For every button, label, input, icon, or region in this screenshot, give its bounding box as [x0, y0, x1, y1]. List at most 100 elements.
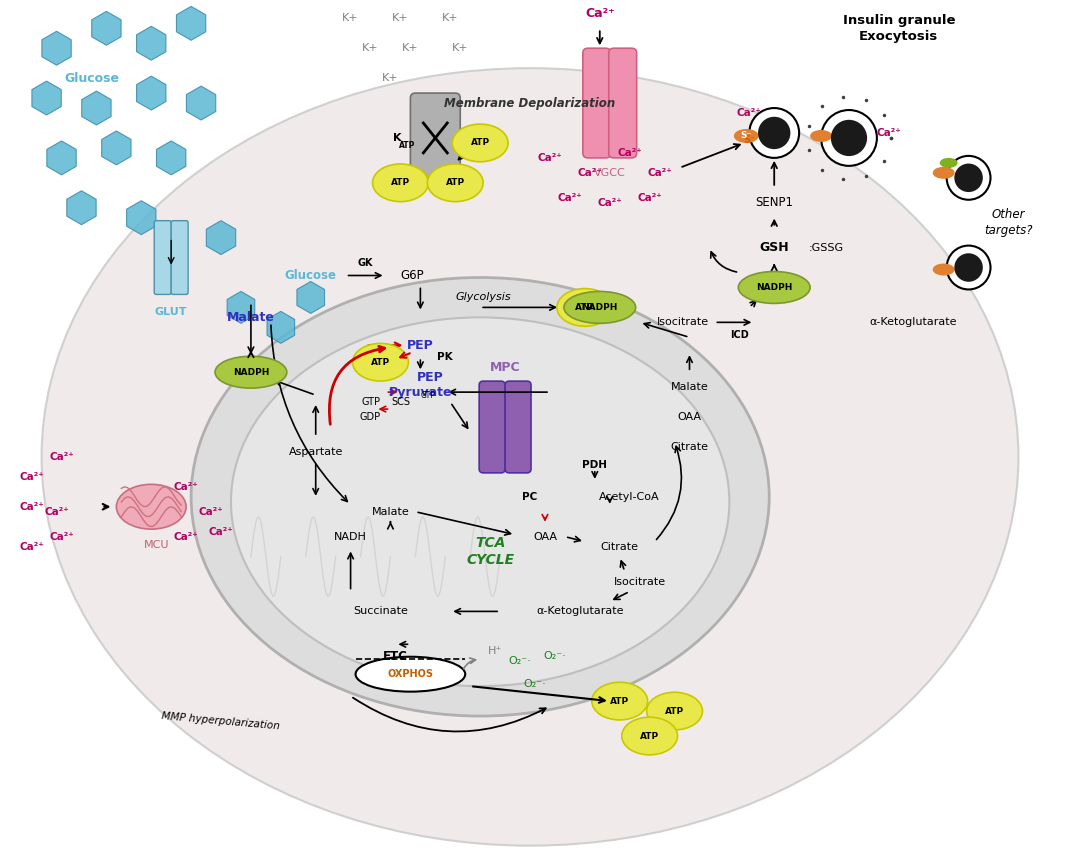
Text: PEP: PEP [407, 339, 433, 351]
Text: K+: K+ [442, 14, 459, 23]
Text: VGCC: VGCC [594, 168, 625, 178]
Circle shape [954, 254, 983, 282]
Text: ATP: ATP [445, 178, 464, 188]
FancyBboxPatch shape [154, 220, 171, 295]
Text: K: K [393, 133, 402, 143]
Text: K+: K+ [342, 14, 359, 23]
Text: Ca²⁺: Ca²⁺ [209, 527, 233, 536]
Text: Other
targets?: Other targets? [984, 208, 1033, 237]
Circle shape [750, 108, 799, 158]
Text: GLUT: GLUT [154, 308, 187, 317]
Text: PC: PC [523, 492, 538, 502]
Text: K+: K+ [403, 43, 419, 53]
Ellipse shape [738, 272, 810, 303]
Ellipse shape [734, 129, 758, 143]
Ellipse shape [810, 130, 832, 142]
Text: NADH: NADH [334, 531, 367, 542]
Text: Pyruvate: Pyruvate [389, 386, 453, 399]
Text: Ca²⁺: Ca²⁺ [49, 531, 73, 542]
Text: NADPH: NADPH [756, 283, 792, 292]
Text: Glucose: Glucose [284, 269, 337, 282]
Circle shape [831, 120, 867, 156]
Text: ATP: ATP [665, 706, 684, 716]
Text: GTP: GTP [421, 391, 436, 399]
FancyBboxPatch shape [410, 93, 460, 183]
Text: K+: K+ [392, 14, 409, 23]
Text: S⁻: S⁻ [740, 131, 752, 141]
Text: ATP: ATP [575, 303, 594, 312]
Text: K+: K+ [362, 43, 379, 53]
Text: Ca²⁺: Ca²⁺ [19, 501, 44, 512]
Ellipse shape [646, 692, 703, 730]
Text: Citrate: Citrate [601, 542, 639, 552]
Text: Ca²⁺: Ca²⁺ [876, 128, 901, 138]
Ellipse shape [191, 278, 769, 716]
Text: ATP: ATP [610, 697, 629, 705]
Text: Ca²⁺: Ca²⁺ [174, 531, 198, 542]
FancyBboxPatch shape [171, 220, 189, 295]
Text: Ca²⁺: Ca²⁺ [199, 506, 224, 517]
Text: Ca²⁺: Ca²⁺ [19, 542, 44, 552]
Text: Ca²⁺: Ca²⁺ [618, 148, 642, 158]
Circle shape [947, 246, 990, 290]
Text: Insulin granule
Exocytosis: Insulin granule Exocytosis [842, 14, 955, 43]
Text: MCU: MCU [144, 540, 169, 549]
Text: Ca²⁺: Ca²⁺ [174, 482, 198, 492]
Text: α-Ketoglutarate: α-Ketoglutarate [536, 607, 624, 616]
Text: Malate: Malate [372, 506, 409, 517]
Text: Ca²⁺: Ca²⁺ [19, 472, 44, 482]
Circle shape [821, 110, 876, 166]
Text: Isocitrate: Isocitrate [657, 317, 709, 327]
Text: Isocitrate: Isocitrate [613, 577, 666, 586]
Text: Ca²⁺: Ca²⁺ [577, 168, 602, 178]
Text: Ca²⁺: Ca²⁺ [737, 108, 761, 118]
Text: Ca²⁺: Ca²⁺ [585, 7, 615, 20]
Ellipse shape [592, 682, 648, 720]
Text: ATP: ATP [391, 178, 410, 188]
Text: PDH: PDH [583, 460, 607, 470]
Ellipse shape [231, 317, 730, 686]
Text: ATP: ATP [399, 141, 415, 151]
Text: NADPH: NADPH [581, 303, 618, 312]
Text: Citrate: Citrate [671, 442, 708, 452]
Text: GTP: GTP [361, 397, 380, 407]
Ellipse shape [933, 264, 954, 275]
FancyBboxPatch shape [609, 48, 637, 158]
Text: MPC: MPC [490, 361, 521, 374]
Text: Acetyl-CoA: Acetyl-CoA [600, 492, 660, 502]
Ellipse shape [427, 164, 484, 201]
Text: OAA: OAA [532, 531, 557, 542]
Text: ICD: ICD [730, 330, 749, 340]
Text: ETC: ETC [383, 650, 408, 662]
Text: Membrane Depolarization: Membrane Depolarization [444, 97, 616, 110]
Ellipse shape [215, 357, 286, 388]
FancyBboxPatch shape [583, 48, 610, 158]
Text: ATP: ATP [371, 357, 390, 367]
Text: Malate: Malate [227, 311, 275, 324]
Text: Aspartate: Aspartate [289, 446, 343, 457]
Ellipse shape [373, 164, 428, 201]
Text: O₂⁻·: O₂⁻· [509, 656, 531, 666]
Text: GK: GK [358, 257, 374, 267]
Text: S⁻: S⁻ [743, 135, 755, 145]
Text: NADPH: NADPH [233, 368, 269, 377]
Text: Ca²⁺: Ca²⁺ [44, 506, 69, 517]
Ellipse shape [42, 69, 1018, 846]
Text: α-Ketoglutarate: α-Ketoglutarate [869, 317, 956, 327]
Ellipse shape [939, 158, 957, 168]
Text: GSH: GSH [759, 241, 789, 254]
Text: Ca²⁺: Ca²⁺ [49, 452, 73, 462]
Text: :GSSG: :GSSG [809, 243, 845, 253]
Text: Glucose: Glucose [64, 72, 119, 85]
Text: OXPHOS: OXPHOS [388, 669, 433, 680]
Text: O₂⁻·: O₂⁻· [524, 679, 546, 689]
Ellipse shape [563, 291, 636, 323]
Text: Malate: Malate [671, 382, 708, 393]
Text: K+: K+ [382, 73, 398, 83]
Text: SENP1: SENP1 [755, 196, 793, 209]
Text: Ca²⁺: Ca²⁺ [597, 198, 622, 207]
FancyBboxPatch shape [505, 381, 531, 473]
Ellipse shape [453, 124, 508, 162]
Text: O₂⁻·: O₂⁻· [543, 651, 567, 662]
Text: ATP: ATP [640, 732, 659, 740]
